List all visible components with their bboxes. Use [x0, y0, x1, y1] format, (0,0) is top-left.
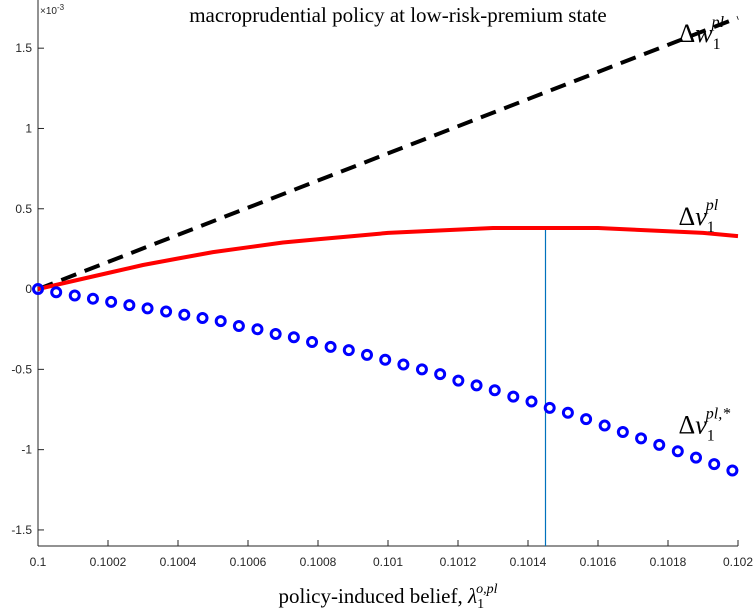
- plot-area: [32, 15, 739, 546]
- data-point: [324, 340, 337, 353]
- x-tick-label: 0.1004: [160, 555, 197, 569]
- series-label-var: v: [695, 411, 707, 440]
- data-point: [86, 292, 99, 305]
- x-tick-label: 0.1014: [510, 555, 547, 569]
- y-tick-label: 1: [25, 121, 32, 135]
- data-point: [32, 283, 44, 296]
- x-tick-label: 0.1008: [300, 555, 337, 569]
- data-point: [287, 331, 300, 344]
- series-label-subscript: 1: [707, 428, 715, 445]
- data-point: [232, 319, 245, 332]
- data-point: [160, 305, 173, 318]
- data-point: [105, 295, 118, 308]
- y-tick-label: -1: [21, 443, 32, 457]
- data-point: [470, 379, 483, 392]
- series-label-superscript: pl,*: [705, 406, 730, 423]
- x-axis-label: policy-induced belief, λ1o,pl: [278, 582, 497, 612]
- series-delta-w-line: [37, 15, 739, 291]
- data-point: [543, 401, 556, 414]
- series-label-superscript: pl: [711, 14, 725, 31]
- x-tick-label: 0.1012: [440, 555, 477, 569]
- data-point: [671, 445, 684, 458]
- data-point: [214, 315, 227, 328]
- x-tick-label: 0.1: [30, 555, 47, 569]
- data-point: [452, 374, 465, 387]
- y-tick-label: 1.5: [15, 41, 32, 55]
- x-tick-label: 0.1016: [580, 555, 617, 569]
- data-point: [251, 323, 264, 336]
- y-tick-label: 0.5: [15, 202, 32, 216]
- data-point: [507, 390, 520, 403]
- data-point: [726, 464, 739, 477]
- y-exponent-label: ×10-3: [40, 3, 65, 17]
- x-tick-label: 0.1002: [90, 555, 127, 569]
- axis-ticks: 0.1 0.1002 0.1004 0.1006 0.1008 0.101 0.1012 0.…: [11, 0, 753, 569]
- series-label-var: v: [695, 202, 707, 231]
- data-point: [50, 286, 63, 299]
- x-axis-label-subscript: 1: [477, 597, 484, 612]
- y-tick-label: -0.5: [11, 362, 32, 376]
- x-tick-label: 0.101: [373, 555, 403, 569]
- data-point: [653, 438, 666, 451]
- x-tick-label: 0.1006: [230, 555, 267, 569]
- data-point: [269, 328, 282, 341]
- series-label: Δv1 pl: [679, 197, 719, 236]
- series-label: Δw1 pl: [679, 14, 725, 53]
- series-label: Δv1 pl,*: [679, 406, 731, 445]
- y-exponent-power: -3: [57, 3, 65, 12]
- data-point: [141, 302, 154, 315]
- x-axis-label-text: policy-induced belief,: [278, 584, 468, 608]
- data-point: [306, 336, 319, 349]
- series-label-base: Δ: [679, 19, 696, 48]
- data-point: [178, 308, 191, 321]
- data-point: [397, 358, 410, 371]
- data-point: [379, 353, 392, 366]
- series-label-base: Δ: [679, 202, 696, 231]
- data-point: [123, 299, 136, 312]
- y-tick-label: 0: [25, 282, 32, 296]
- data-point: [342, 344, 355, 357]
- series-label-var: w: [695, 19, 713, 48]
- series-delta-v-line: [37, 226, 739, 292]
- series-label-superscript: pl: [705, 197, 719, 214]
- series-label-base: Δ: [679, 411, 696, 440]
- chart-title: macroprudential policy at low-risk-premi…: [189, 3, 607, 27]
- data-point: [598, 419, 611, 432]
- series-delta-v-star: [32, 283, 739, 477]
- x-axis-label-superscript: o,pl: [476, 582, 498, 597]
- x-tick-label: 0.102: [723, 555, 753, 569]
- data-point: [488, 384, 501, 397]
- data-point: [616, 425, 629, 438]
- data-point: [708, 458, 721, 471]
- data-point: [361, 348, 373, 361]
- data-point: [415, 363, 428, 376]
- data-point: [68, 289, 81, 302]
- x-tick-label: 0.1018: [650, 555, 687, 569]
- y-exponent-base: ×10: [40, 6, 57, 17]
- data-point: [196, 311, 209, 324]
- data-point: [561, 406, 574, 419]
- y-tick-label: -1.5: [11, 523, 32, 537]
- data-point: [434, 368, 447, 381]
- x-axis-label-symbol: λ: [467, 584, 477, 608]
- series-label-subscript: 1: [713, 36, 721, 53]
- data-point: [635, 432, 648, 445]
- data-point: [690, 451, 702, 464]
- data-point: [580, 413, 593, 426]
- series-label-subscript: 1: [707, 219, 715, 236]
- data-point: [525, 395, 538, 408]
